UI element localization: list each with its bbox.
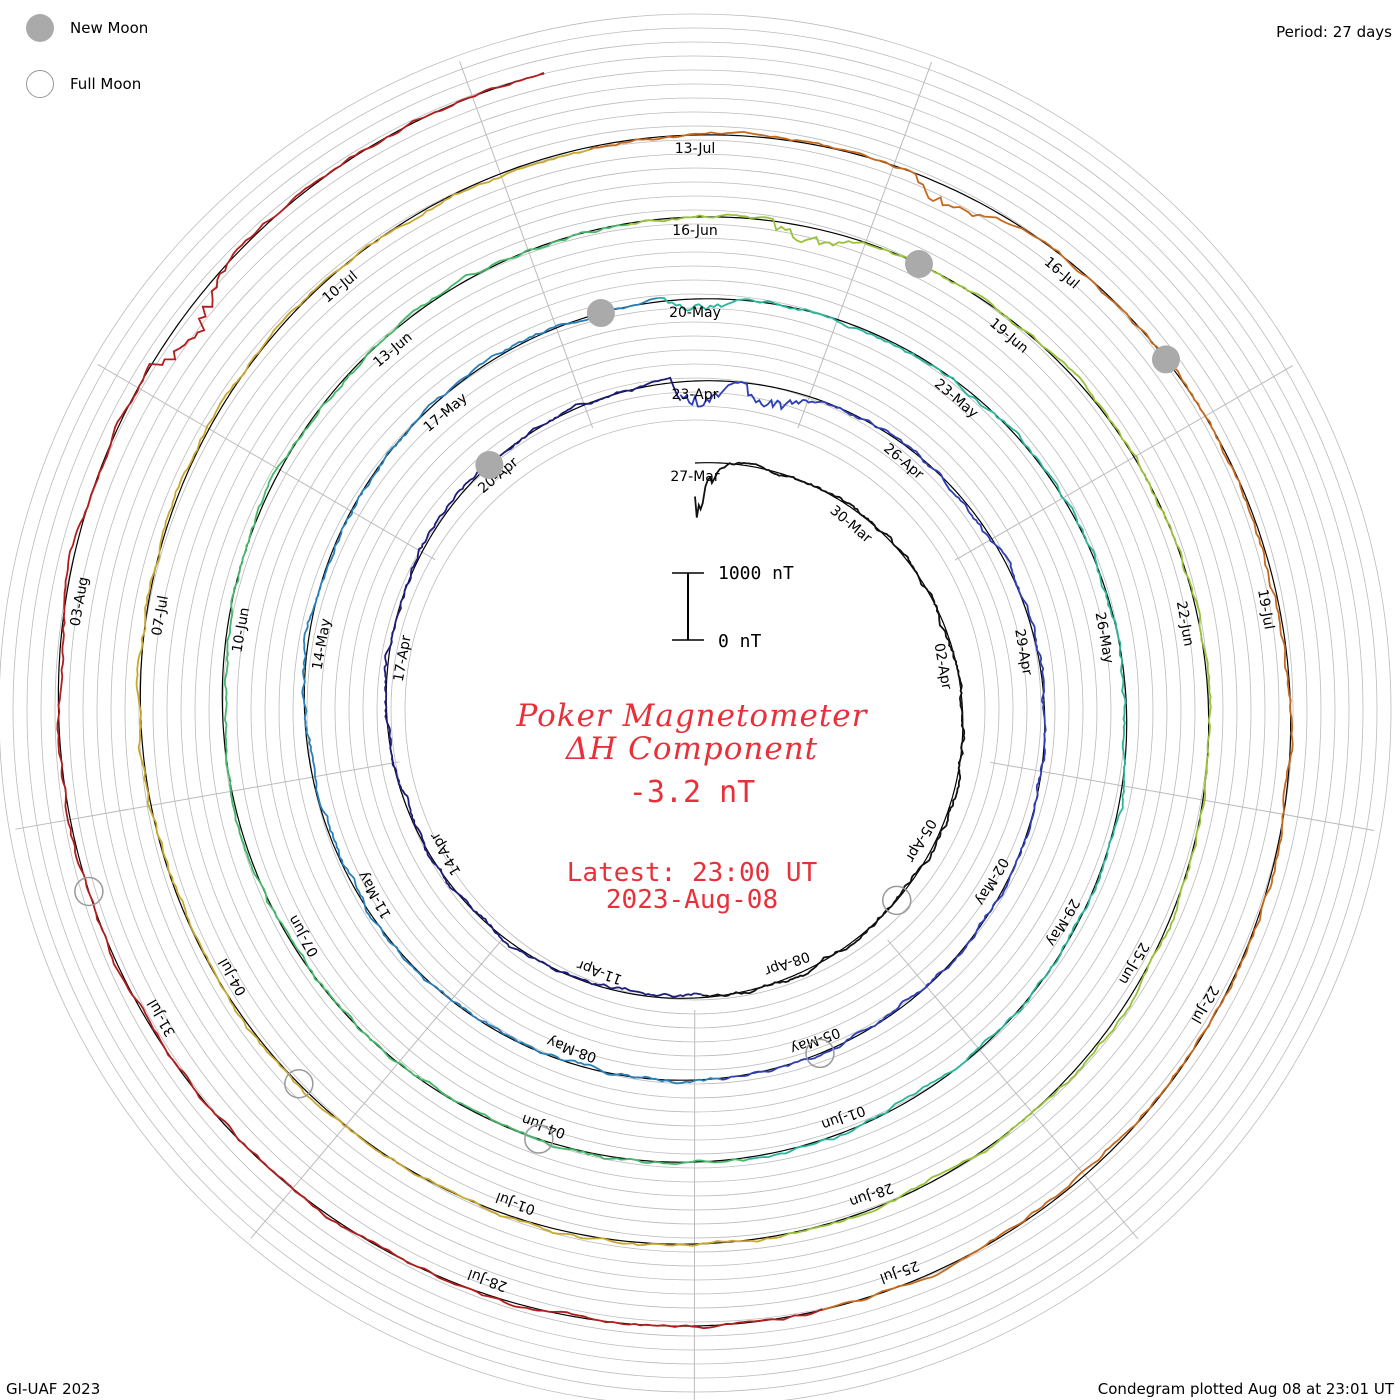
trace-segment [223,224,748,1166]
grid-ring [82,97,1308,1323]
grid-ring [138,153,1252,1267]
latest-date: 2023-Aug-08 [605,885,779,915]
date-label: 16-Jun [672,223,718,239]
legend-full-moon: Full Moon [26,70,141,98]
date-label: 16-Jul [1041,254,1082,292]
date-label: 23-Apr [672,387,719,403]
trace-segment [301,297,721,1085]
date-label: 10-Jun [229,606,253,654]
date-label: 05-Apr [902,816,939,865]
day-spoke [15,761,400,830]
date-label: 08-Apr [762,948,812,979]
date-label: 07-Jul [149,594,172,637]
data-traces [56,71,1294,1330]
scale-bar [672,572,704,641]
moon-markers [74,250,1180,1154]
date-label: 22-Jun [1173,600,1197,648]
full-moon-label: Full Moon [70,75,142,93]
day-spoke [459,61,594,429]
date-label: 14-May [310,617,335,671]
date-label: 17-Apr [391,634,415,683]
trace-segment [383,376,702,998]
date-label: 13-Jul [675,141,716,157]
footer-credit: GI-UAF 2023 [6,1380,101,1398]
new-moon-marker [1151,345,1180,374]
grid-ring [54,69,1336,1351]
legend-new-moon: New Moon [26,14,148,42]
trace-segment [56,71,823,1330]
scale-top-label: 1000 nT [718,563,794,584]
date-label: 20-May [669,305,721,321]
date-label: 29-Apr [1011,628,1035,677]
full-moon-marker [524,1124,554,1154]
current-value: -3.2 nT [628,775,756,810]
date-label: 11-Apr [575,956,625,987]
period-label: Period: 27 days [1276,23,1392,41]
baseline-path [57,73,1292,1327]
day-spoke [954,365,1294,561]
full-moon-marker [284,1068,314,1099]
grid-ring [404,419,986,1001]
trace-segment [135,148,782,1247]
date-label: 27-Mar [670,469,720,485]
grid-ring [12,27,1378,1393]
latest-time: Latest: 23:00 UT [566,858,818,888]
new-moon-marker [475,450,504,479]
date-label: 19-Jul [1254,588,1277,631]
baseline-spiral [57,73,1292,1327]
date-label: 22-Jul [1187,983,1221,1026]
day-spoke [97,364,436,561]
day-spoke [797,61,933,429]
grid-ring [68,83,1322,1337]
trace-segment [626,213,1212,1238]
date-label: 01-Jun [819,1102,867,1133]
grid-ring [26,41,1364,1379]
date-label: 07-Jun [286,912,323,959]
day-spoke [887,939,1139,1240]
chart-title: Poker Magnetometer ΔH Component [0,700,1384,766]
trace-segment [656,296,1127,1160]
date-label: 01-Jul [494,1189,538,1218]
grid-ring [152,167,1238,1253]
full-moon-icon [26,70,54,98]
date-label: 17-May [421,390,471,436]
date-label: 03-Aug [68,576,92,628]
new-moon-icon [26,14,54,42]
grid-ring [96,111,1294,1309]
title-line-1: Poker Magnetometer [516,698,868,734]
trace-segment [694,461,966,998]
date-label: 04-Jul [216,955,250,998]
date-label: 26-May [1092,611,1117,665]
full-moon-marker [74,876,104,907]
new-moon-marker [904,250,933,279]
day-spoke [990,761,1375,831]
grid-ring [124,139,1266,1281]
date-label: 25-Jun [1115,940,1152,987]
new-moon-marker [586,299,615,328]
full-moon-marker [882,885,912,916]
scale-bottom-label: 0 nT [718,631,762,652]
date-label: 13-Jun [370,329,415,371]
full-moon-marker [805,1038,835,1069]
date-label: 19-Jun [986,315,1031,357]
date-label: 30-Mar [827,503,875,547]
title-line-2: ΔH Component [565,731,819,767]
new-moon-label: New Moon [70,19,149,37]
footer-plot-time: Condegram plotted Aug 08 at 23:01 UT [1097,1380,1394,1398]
grid-ring [110,125,1280,1295]
grid-ring [0,13,1392,1400]
grid-ring [40,55,1350,1365]
trace-segment [589,130,1294,1311]
latest-block: Latest: 23:00 UT 2023-Aug-08 [0,860,1384,914]
trace-segment [679,380,1047,1081]
